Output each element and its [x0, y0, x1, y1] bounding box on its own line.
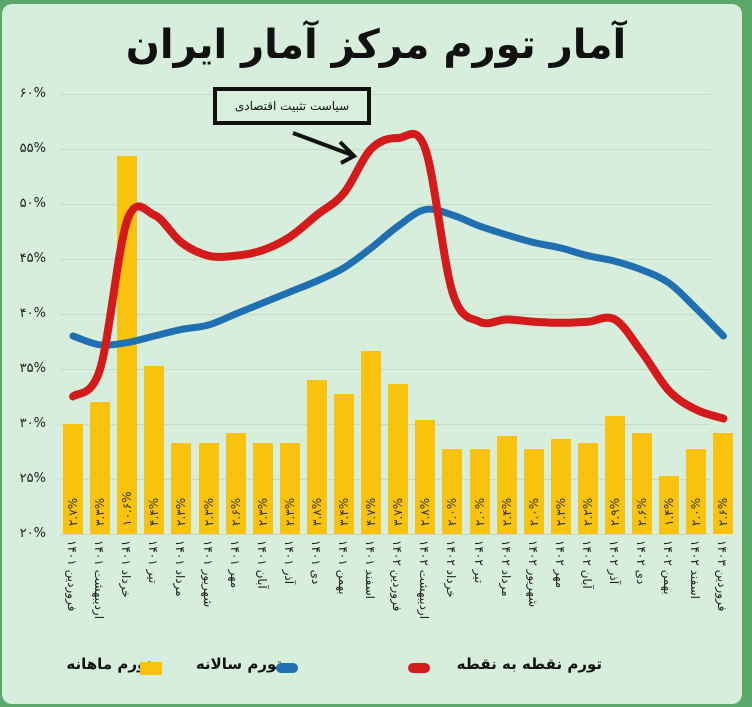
bar: ۲.۶% — [225, 432, 246, 534]
annotation-arrow-icon — [292, 131, 358, 165]
y-tick-label: ۴۰% — [19, 306, 46, 321]
gridline — [60, 424, 710, 425]
bar: ۲.۳% — [171, 442, 192, 534]
bar: ۴.۷% — [361, 351, 382, 534]
gridline — [60, 204, 710, 205]
y-tick-label: ۵۰% — [19, 196, 46, 211]
legend-label-annual: تورم سالانه — [195, 655, 282, 673]
legend-label-monthly: تورم ماهانه — [66, 655, 152, 673]
bar: ۲.۰% — [469, 449, 490, 534]
bar: ۱.۴% — [659, 475, 680, 534]
bar: ۲.۶% — [713, 432, 734, 534]
y-tick-label: ۲۰% — [19, 526, 46, 541]
chart-title: آمار تورم مرکز آمار ایران — [125, 22, 627, 68]
gridline — [60, 479, 710, 480]
bar: ۲.۷% — [63, 424, 83, 534]
y-tick-label: ۶۰% — [19, 86, 46, 101]
annual-inflation-line — [69, 205, 727, 349]
gridline — [60, 314, 710, 315]
gridline — [60, 149, 710, 150]
y-tick-label: ۲۵% — [19, 471, 46, 486]
bar: ۴.۴% — [144, 365, 165, 534]
bar: ۳.۸% — [306, 380, 327, 534]
gridline — [60, 259, 710, 260]
legend-swatch-yellow-icon — [140, 662, 162, 675]
gridline — [60, 94, 710, 95]
bar: ۳.۴% — [334, 394, 354, 534]
legend-swatch-red-icon — [408, 663, 430, 673]
gridline — [60, 534, 710, 535]
y-tick-label: ۴۵% — [19, 251, 46, 266]
annotation-box: سیاست تثبیت اقتصادی — [213, 87, 371, 125]
bar: ۳.۷% — [388, 384, 409, 534]
y-tick-label: ۳۵% — [19, 361, 46, 376]
bar: ۲.۲% — [577, 442, 598, 534]
bar: ۲.۳% — [279, 442, 300, 534]
y-tick-label: ۵۵% — [19, 141, 46, 156]
bar: ۲.۹% — [605, 416, 625, 534]
legend-label-point-to-point: تورم نقطه به نقطه — [456, 655, 602, 673]
bar: ۲.۶% — [632, 432, 653, 534]
bar: ۲.۰% — [686, 449, 707, 534]
bar: ۲.۰% — [442, 449, 463, 534]
bar: ۲.۰% — [523, 449, 544, 534]
bar: ۲.۸% — [415, 419, 436, 534]
bar: ۲.۳% — [198, 442, 219, 534]
gridline — [60, 369, 710, 370]
legend-swatch-blue-icon — [276, 663, 298, 673]
bar: ۳.۳% — [90, 402, 111, 534]
bar: ۲.۳% — [550, 439, 571, 534]
bar: ۲.۳% — [252, 442, 273, 534]
point-to-point-inflation-line — [69, 129, 728, 423]
y-tick-label: ۳۰% — [19, 416, 46, 431]
bar: ۲.۴% — [496, 436, 517, 534]
